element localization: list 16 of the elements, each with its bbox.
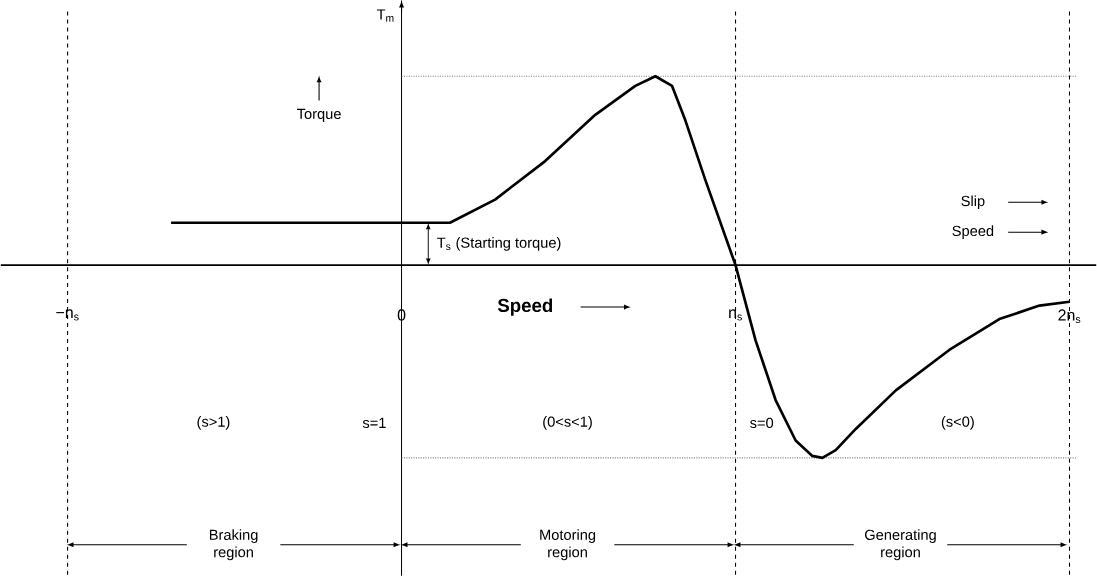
- x-tick-label: 2n$_{s}$: [1058, 309, 1081, 323]
- annotation: Speed: [952, 225, 994, 239]
- x-tick-label: −n$_{s}$: [56, 309, 79, 321]
- annotation: Slip: [961, 195, 985, 209]
- text: Braking region: [209, 529, 258, 561]
- y-axis-title: T$_{m}$: [376, 9, 394, 22]
- annotation: (s<0): [941, 415, 974, 430]
- annotation: Speed: [497, 298, 553, 316]
- text: Generating region: [865, 529, 936, 561]
- text: Motoring region: [540, 529, 596, 561]
- annotation: s=0: [750, 417, 774, 428]
- annotation: (s>1): [197, 415, 230, 430]
- annotation: (0<s<1): [543, 415, 592, 430]
- annotation: s=1: [362, 417, 386, 428]
- annotation: T$_{s}$ (Starting torque): [437, 237, 561, 251]
- annotation: Torque: [297, 108, 341, 122]
